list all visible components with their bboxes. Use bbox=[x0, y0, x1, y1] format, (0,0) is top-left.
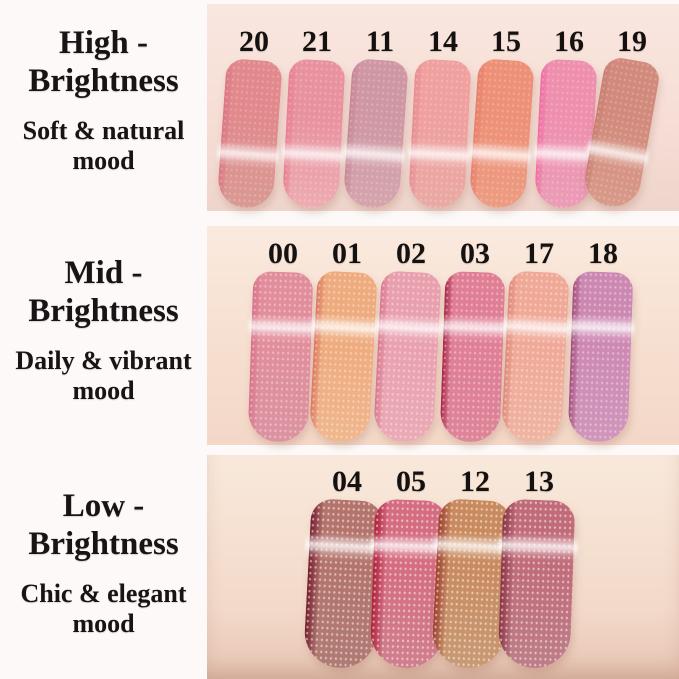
swatch-number: 00 bbox=[268, 237, 298, 270]
swatch-number: 20 bbox=[239, 25, 269, 58]
swatch-number: 14 bbox=[428, 25, 458, 58]
swatch-01: 01 bbox=[308, 237, 378, 444]
swatch-row-high: 20 21 11 14 15 16 19 bbox=[207, 4, 679, 211]
swatch-row-low: 04 05 12 13 bbox=[207, 455, 679, 679]
heading-line-2: Brightness bbox=[28, 526, 179, 562]
swatch-stroke bbox=[468, 58, 535, 210]
swatch-14: 14 bbox=[407, 25, 472, 210]
swatch-stroke bbox=[247, 270, 314, 443]
swatch-stroke bbox=[407, 58, 472, 210]
swatch-number: 02 bbox=[396, 237, 426, 270]
swatch-21: 21 bbox=[281, 25, 346, 210]
panel-mood: Soft & natural mood bbox=[0, 116, 207, 176]
photo-panel-mid: 00 01 02 03 17 18 bbox=[207, 226, 679, 445]
swatch-number: 15 bbox=[491, 25, 521, 58]
swatch-number: 19 bbox=[617, 25, 647, 58]
swatch-stroke bbox=[567, 270, 634, 443]
panel-label-mid: Mid - Brightness Daily & vibrant mood bbox=[0, 254, 207, 406]
swatch-12: 12 bbox=[430, 465, 512, 670]
swatch-stroke bbox=[308, 270, 378, 444]
swatch-03: 03 bbox=[439, 237, 506, 443]
swatch-15: 15 bbox=[468, 25, 535, 210]
panel-heading: Low - Brightness bbox=[0, 487, 207, 563]
heading-line-1: High - bbox=[59, 25, 148, 61]
mood-line-1: Soft & natural bbox=[22, 116, 185, 145]
swatch-00: 00 bbox=[247, 237, 314, 443]
swatch-number: 16 bbox=[554, 25, 584, 58]
swatch-04: 04 bbox=[302, 465, 384, 670]
swatch-stroke bbox=[372, 270, 442, 444]
panel-mood: Daily & vibrant mood bbox=[0, 346, 207, 406]
panel-heading: High - Brightness bbox=[0, 24, 207, 100]
swatch-18: 18 bbox=[567, 237, 634, 443]
swatch-number: 13 bbox=[524, 465, 554, 498]
swatch-19: 19 bbox=[580, 25, 662, 211]
swatch-number: 03 bbox=[460, 237, 490, 270]
swatch-stroke bbox=[342, 58, 409, 210]
swatch-row-mid: 00 01 02 03 17 18 bbox=[207, 226, 679, 445]
swatch-stroke bbox=[216, 58, 283, 210]
swatch-number: 18 bbox=[588, 237, 618, 270]
photo-panel-high: 20 21 11 14 15 16 19 bbox=[207, 4, 679, 211]
swatch-stroke bbox=[281, 58, 346, 210]
swatch-number: 05 bbox=[396, 465, 426, 498]
swatch-number: 12 bbox=[460, 465, 490, 498]
swatch-number: 01 bbox=[332, 237, 362, 270]
heading-line-1: Low - bbox=[62, 488, 145, 524]
swatch-stroke bbox=[500, 270, 570, 444]
photo-panel-low: 04 05 12 13 bbox=[207, 455, 679, 679]
panel-mood: Chic & elegant mood bbox=[0, 579, 207, 639]
mood-line-2: mood bbox=[72, 146, 135, 175]
swatch-13: 13 bbox=[497, 465, 576, 670]
swatch-02: 02 bbox=[372, 237, 442, 444]
panel-heading: Mid - Brightness bbox=[0, 254, 207, 330]
swatch-20: 20 bbox=[216, 25, 283, 210]
heading-line-1: Mid - bbox=[64, 255, 143, 291]
swatch-17: 17 bbox=[500, 237, 570, 444]
heading-line-2: Brightness bbox=[28, 63, 179, 99]
swatch-16: 16 bbox=[533, 25, 598, 210]
panel-label-high: High - Brightness Soft & natural mood bbox=[0, 24, 207, 176]
mood-line-1: Chic & elegant bbox=[20, 579, 187, 608]
swatch-number: 17 bbox=[524, 237, 554, 270]
heading-line-2: Brightness bbox=[28, 293, 179, 329]
swatch-11: 11 bbox=[342, 25, 409, 210]
swatch-stroke bbox=[497, 498, 576, 670]
mood-line-1: Daily & vibrant bbox=[15, 346, 192, 375]
swatch-number: 11 bbox=[365, 25, 395, 58]
panel-label-low: Low - Brightness Chic & elegant mood bbox=[0, 487, 207, 639]
swatch-number: 04 bbox=[332, 465, 362, 498]
mood-line-2: mood bbox=[72, 609, 135, 638]
swatch-stroke bbox=[439, 270, 506, 443]
swatch-05: 05 bbox=[369, 465, 448, 670]
swatch-number: 21 bbox=[302, 25, 332, 58]
mood-line-2: mood bbox=[72, 376, 135, 405]
